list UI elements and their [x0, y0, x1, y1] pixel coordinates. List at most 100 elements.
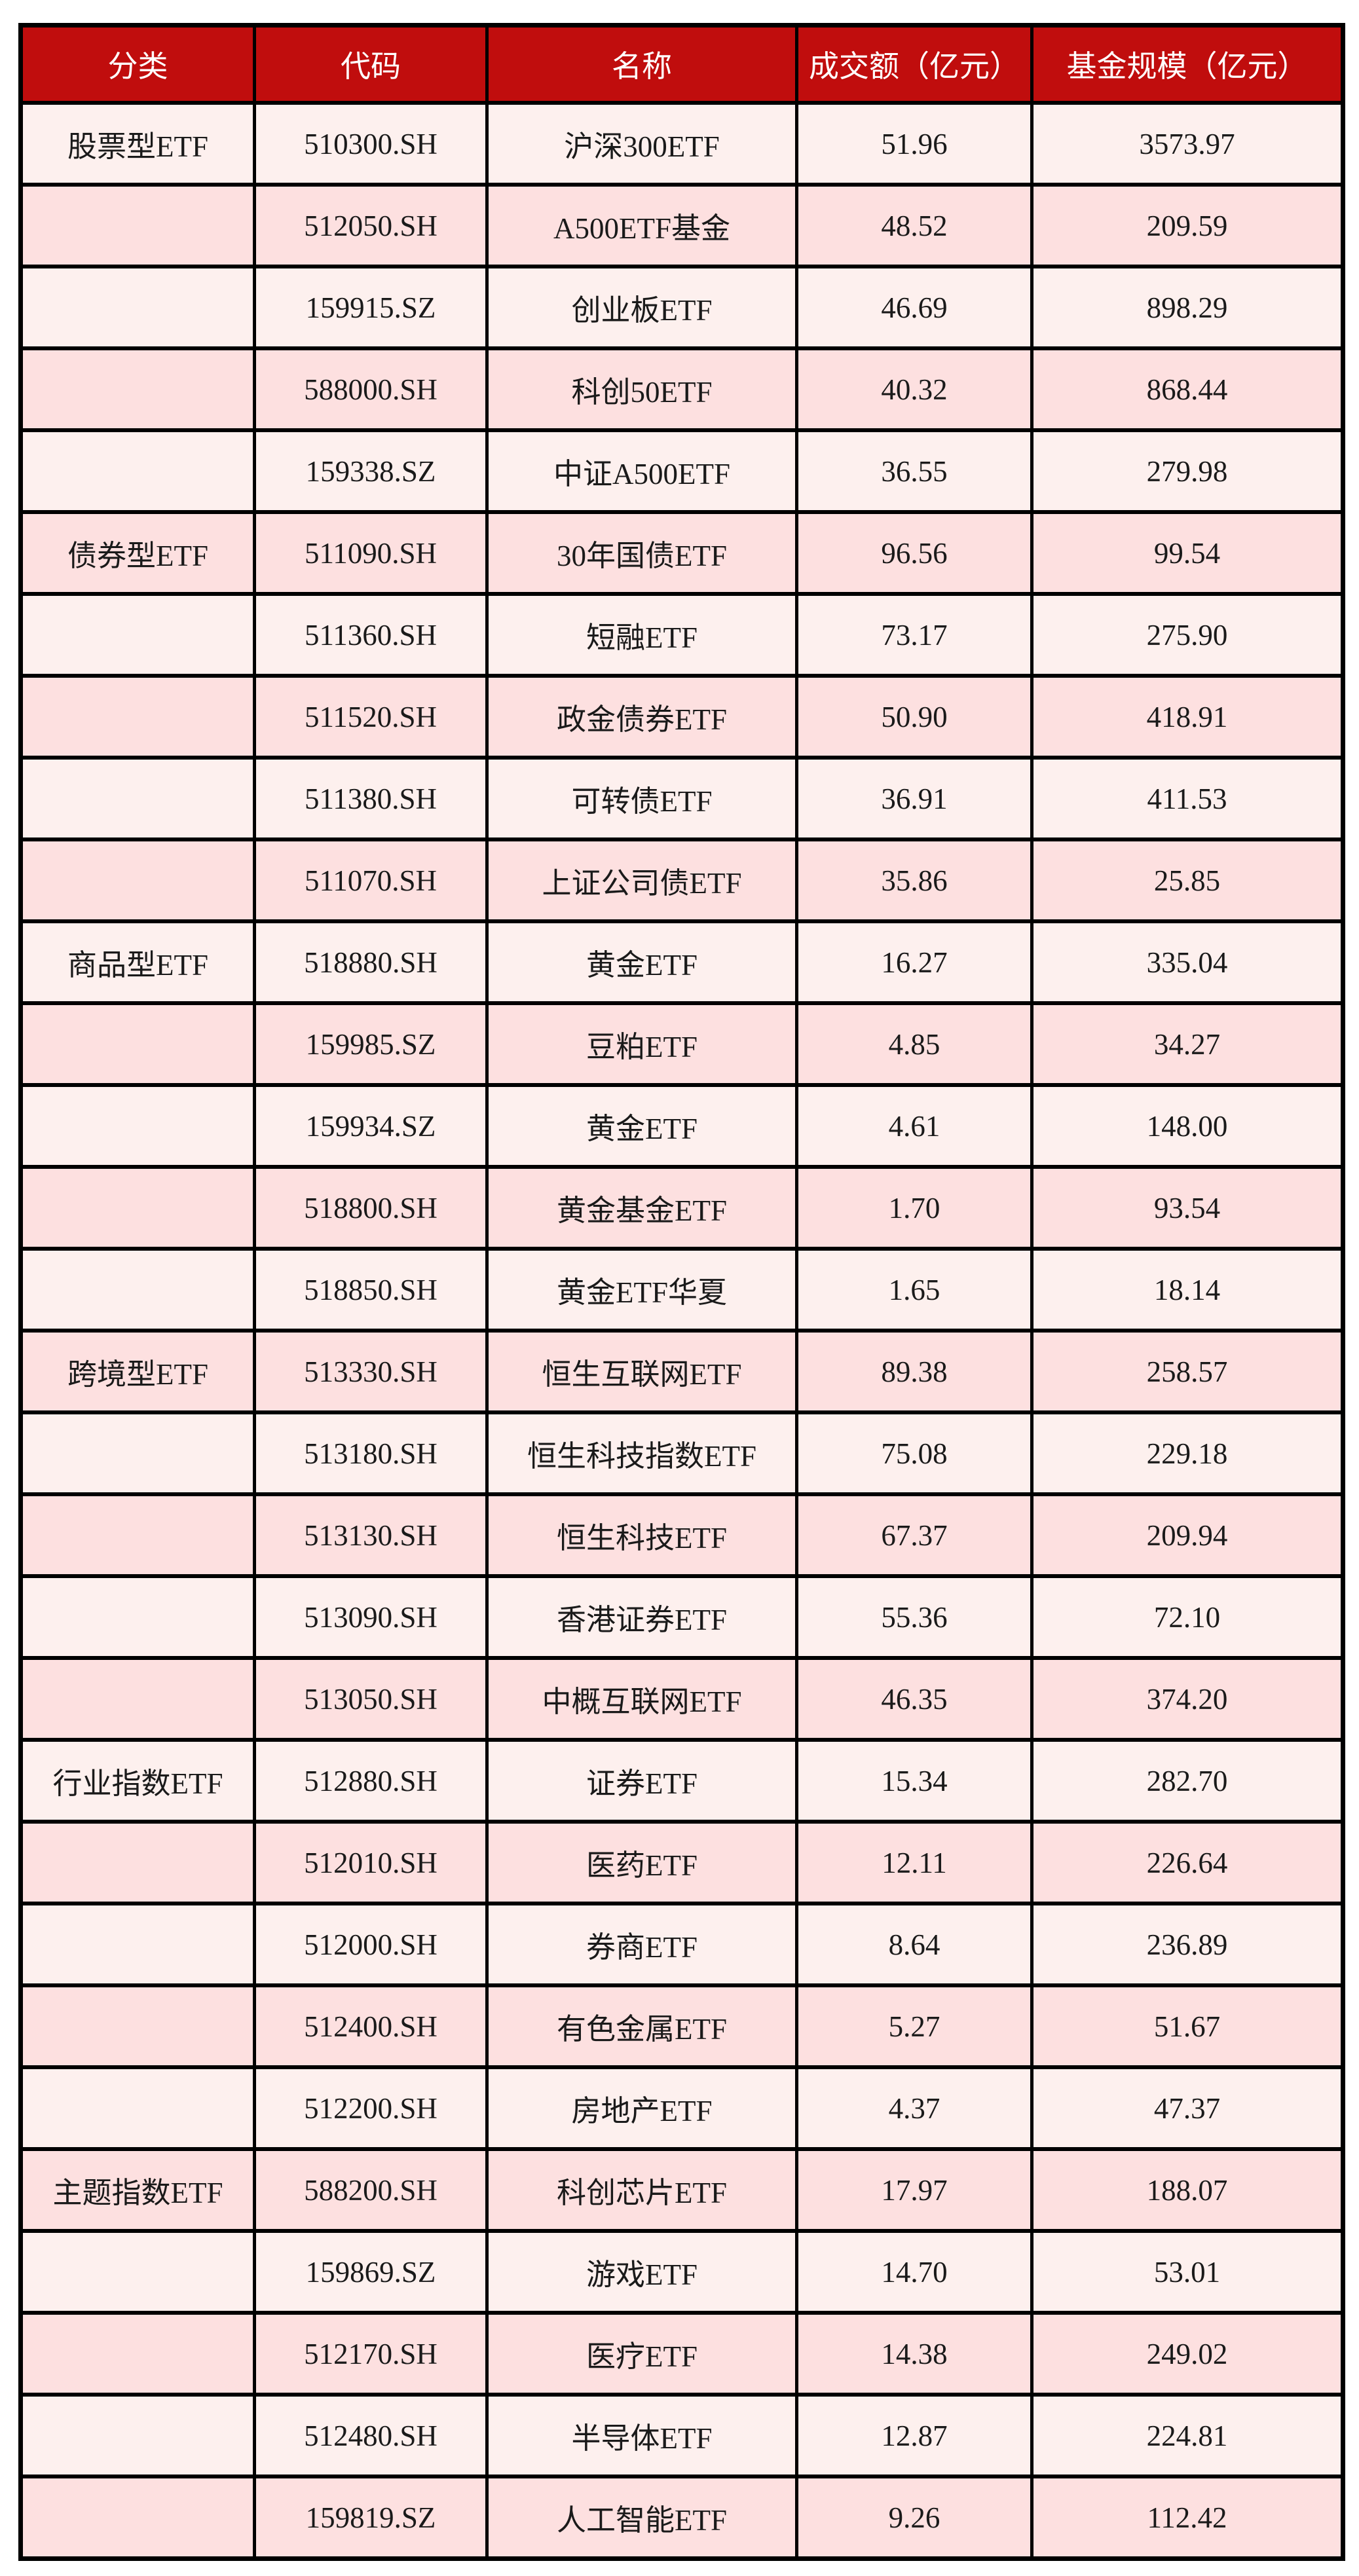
table-row: 511380.SH 可转债ETF 36.91 411.53 — [19, 756, 1345, 841]
table-row: 512170.SH 医疗ETF 14.38 249.02 — [19, 2311, 1345, 2397]
category-cell — [19, 265, 256, 350]
table-row: 511070.SH 上证公司债ETF 35.86 25.85 — [19, 837, 1345, 923]
table-row: 512400.SH 有色金属ETF 5.27 51.67 — [19, 1983, 1345, 2069]
name-cell: 中证A500ETF — [485, 428, 798, 514]
category-cell — [19, 2229, 256, 2315]
fund-size-cell: 411.53 — [1030, 756, 1345, 841]
category-cell — [19, 1083, 256, 1169]
col-header-code: 代码 — [253, 23, 489, 105]
turnover-cell: 51.96 — [795, 101, 1033, 187]
code-cell: 518850.SH — [253, 1247, 489, 1333]
name-cell: 医药ETF — [485, 1820, 798, 1905]
col-header-name: 名称 — [485, 23, 798, 105]
fund-size-cell: 99.54 — [1030, 510, 1345, 596]
category-cell — [19, 1492, 256, 1578]
turnover-cell: 46.69 — [795, 265, 1033, 350]
category-cell — [19, 1001, 256, 1087]
name-cell: 黄金ETF华夏 — [485, 1247, 798, 1333]
table-row: 513090.SH 香港证券ETF 55.36 72.10 — [19, 1574, 1345, 1660]
fund-size-cell: 868.44 — [1030, 346, 1345, 432]
code-cell: 513130.SH — [253, 1492, 489, 1578]
turnover-cell: 75.08 — [795, 1410, 1033, 1496]
fund-size-cell: 898.29 — [1030, 265, 1345, 350]
code-cell: 518880.SH — [253, 919, 489, 1005]
turnover-cell: 15.34 — [795, 1738, 1033, 1824]
category-cell: 股票型ETF — [19, 101, 256, 187]
fund-size-cell: 229.18 — [1030, 1410, 1345, 1496]
turnover-cell: 14.38 — [795, 2311, 1033, 2397]
category-cell — [19, 592, 256, 678]
code-cell: 588200.SH — [253, 2147, 489, 2233]
turnover-cell: 9.26 — [795, 2475, 1033, 2561]
turnover-cell: 35.86 — [795, 837, 1033, 923]
name-cell: 人工智能ETF — [485, 2475, 798, 2561]
col-header-category: 分类 — [19, 23, 256, 105]
category-cell — [19, 2475, 256, 2561]
category-cell — [19, 2311, 256, 2397]
category-cell — [19, 346, 256, 432]
turnover-cell: 36.55 — [795, 428, 1033, 514]
fund-size-cell: 47.37 — [1030, 2065, 1345, 2151]
turnover-cell: 48.52 — [795, 183, 1033, 268]
table-row: 跨境型ETF 513330.SH 恒生互联网ETF 89.38 258.57 — [19, 1329, 1345, 1414]
name-cell: 半导体ETF — [485, 2393, 798, 2478]
code-cell: 513050.SH — [253, 1656, 489, 1742]
table-row: 159819.SZ 人工智能ETF 9.26 112.42 — [19, 2475, 1345, 2561]
turnover-cell: 12.11 — [795, 1820, 1033, 1905]
turnover-cell: 96.56 — [795, 510, 1033, 596]
turnover-cell: 4.85 — [795, 1001, 1033, 1087]
code-cell: 512480.SH — [253, 2393, 489, 2478]
turnover-cell: 67.37 — [795, 1492, 1033, 1578]
category-cell: 商品型ETF — [19, 919, 256, 1005]
fund-size-cell: 282.70 — [1030, 1738, 1345, 1824]
name-cell: 证券ETF — [485, 1738, 798, 1824]
code-cell: 159819.SZ — [253, 2475, 489, 2561]
turnover-cell: 17.97 — [795, 2147, 1033, 2233]
fund-size-cell: 25.85 — [1030, 837, 1345, 923]
category-cell — [19, 1820, 256, 1905]
turnover-cell: 89.38 — [795, 1329, 1033, 1414]
fund-size-cell: 258.57 — [1030, 1329, 1345, 1414]
code-cell: 159338.SZ — [253, 428, 489, 514]
code-cell: 513090.SH — [253, 1574, 489, 1660]
name-cell: 黄金ETF — [485, 1083, 798, 1169]
name-cell: 30年国债ETF — [485, 510, 798, 596]
category-cell — [19, 2393, 256, 2478]
code-cell: 159985.SZ — [253, 1001, 489, 1087]
table-row: 512480.SH 半导体ETF 12.87 224.81 — [19, 2393, 1345, 2478]
fund-size-cell: 209.59 — [1030, 183, 1345, 268]
table-row: 511520.SH 政金债券ETF 50.90 418.91 — [19, 674, 1345, 760]
name-cell: 中概互联网ETF — [485, 1656, 798, 1742]
category-cell — [19, 1656, 256, 1742]
code-cell: 511360.SH — [253, 592, 489, 678]
fund-size-cell: 236.89 — [1030, 1902, 1345, 1987]
code-cell: 512880.SH — [253, 1738, 489, 1824]
table-body: 股票型ETF 510300.SH 沪深300ETF 51.96 3573.97 51205… — [19, 101, 1345, 2561]
code-cell: 513180.SH — [253, 1410, 489, 1496]
category-cell — [19, 1247, 256, 1333]
fund-size-cell: 188.07 — [1030, 2147, 1345, 2233]
category-cell — [19, 1983, 256, 2069]
category-cell — [19, 2065, 256, 2151]
fund-size-cell: 93.54 — [1030, 1165, 1345, 1251]
etf-turnover-table: 分类 代码 名称 成交额（亿元） 基金规模（亿元） 股票型ETF 510300.S… — [18, 23, 1345, 2561]
turnover-cell: 73.17 — [795, 592, 1033, 678]
table-row: 518850.SH 黄金ETF华夏 1.65 18.14 — [19, 1247, 1345, 1333]
table-row: 股票型ETF 510300.SH 沪深300ETF 51.96 3573.97 — [19, 101, 1345, 187]
code-cell: 511520.SH — [253, 674, 489, 760]
name-cell: 房地产ETF — [485, 2065, 798, 2151]
name-cell: 政金债券ETF — [485, 674, 798, 760]
turnover-cell: 1.70 — [795, 1165, 1033, 1251]
name-cell: 恒生科技指数ETF — [485, 1410, 798, 1496]
fund-size-cell: 148.00 — [1030, 1083, 1345, 1169]
name-cell: 黄金基金ETF — [485, 1165, 798, 1251]
table-header: 分类 代码 名称 成交额（亿元） 基金规模（亿元） — [19, 23, 1345, 105]
table-row: 512010.SH 医药ETF 12.11 226.64 — [19, 1820, 1345, 1905]
table-row: 588000.SH 科创50ETF 40.32 868.44 — [19, 346, 1345, 432]
turnover-cell: 16.27 — [795, 919, 1033, 1005]
table-row: 513050.SH 中概互联网ETF 46.35 374.20 — [19, 1656, 1345, 1742]
code-cell: 512200.SH — [253, 2065, 489, 2151]
table-row: 主题指数ETF 588200.SH 科创芯片ETF 17.97 188.07 — [19, 2147, 1345, 2233]
table-row: 513180.SH 恒生科技指数ETF 75.08 229.18 — [19, 1410, 1345, 1496]
name-cell: 上证公司债ETF — [485, 837, 798, 923]
